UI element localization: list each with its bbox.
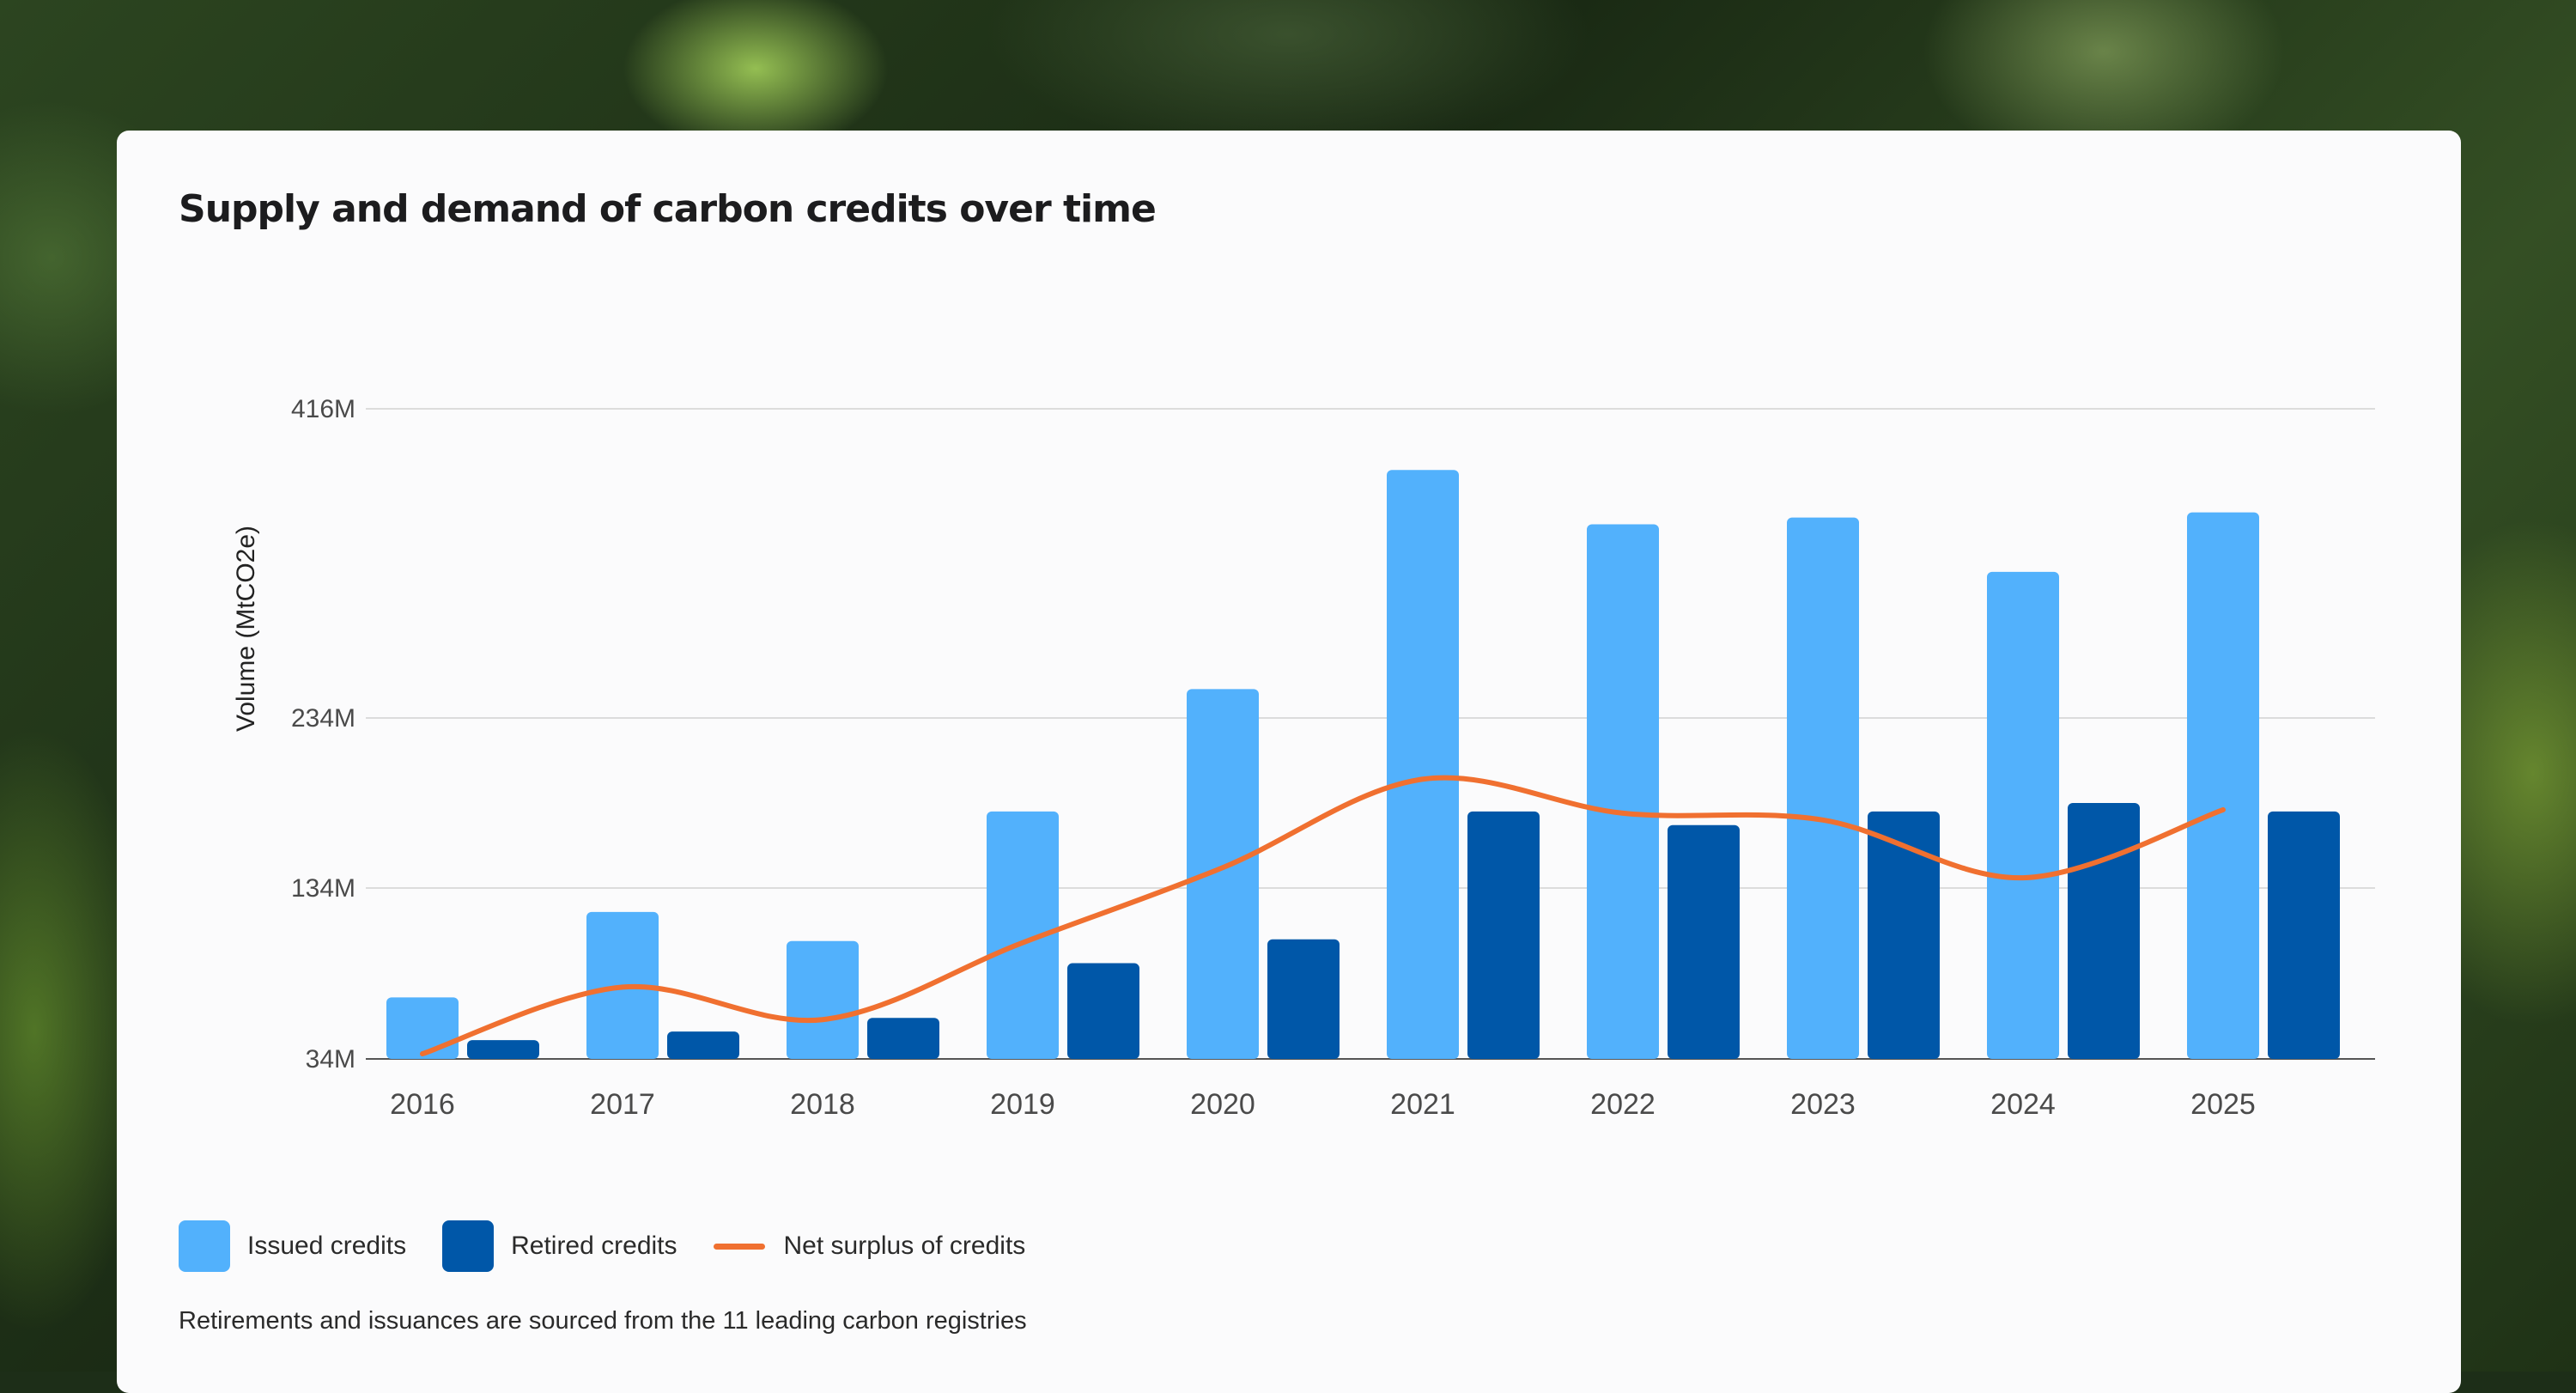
issued-bar xyxy=(1987,572,2059,1059)
retired-bar xyxy=(2068,803,2140,1059)
retired-bar xyxy=(1267,940,1340,1059)
legend-net[interactable]: Net surplus of credits xyxy=(714,1232,1026,1261)
issued-bar xyxy=(2187,513,2259,1059)
issued-bar xyxy=(1587,525,1659,1059)
retired-bar xyxy=(1467,812,1540,1059)
retired-bar xyxy=(2268,812,2340,1059)
y-tick-label: 134M xyxy=(291,874,355,903)
issued-bar xyxy=(1787,518,1859,1059)
chart-canvas: 34M 134M 234M 416M 2016 2017 2018 2019 2020 2021 2… xyxy=(117,131,2461,1213)
legend-retired[interactable]: Retired credits xyxy=(442,1220,677,1272)
x-tick-label: 2021 xyxy=(1390,1088,1455,1121)
source-footnote: Retirements and issuances are sourced fr… xyxy=(179,1307,1027,1335)
x-tick-label: 2025 xyxy=(2190,1088,2256,1121)
issued-bar xyxy=(1187,689,1259,1059)
x-tick-label: 2024 xyxy=(1990,1088,2056,1121)
x-tick-label: 2018 xyxy=(790,1088,855,1121)
retired-bar xyxy=(467,1040,539,1059)
y-tick-label: 234M xyxy=(291,704,355,733)
issued-bar xyxy=(1387,470,1459,1059)
x-tick-label: 2016 xyxy=(390,1088,455,1121)
retired-bar xyxy=(1067,964,1139,1059)
x-tick-label: 2017 xyxy=(590,1088,655,1121)
chart-card: Supply and demand of carbon credits over… xyxy=(117,131,2461,1393)
x-tick-label: 2019 xyxy=(990,1088,1055,1121)
y-tick-label: 416M xyxy=(291,395,355,423)
x-tick-label: 2022 xyxy=(1590,1088,1656,1121)
y-axis-label: Volume (MtCO2e) xyxy=(232,526,260,732)
legend: Issued credits Retired credits Net surpl… xyxy=(179,1220,1061,1273)
issued-bar xyxy=(787,941,859,1059)
y-tick-label: 34M xyxy=(306,1045,355,1074)
legend-retired-swatch xyxy=(442,1220,494,1272)
x-tick-label: 2023 xyxy=(1790,1088,1856,1121)
bars xyxy=(386,470,2340,1059)
legend-net-swatch xyxy=(714,1244,765,1250)
issued-bar xyxy=(386,997,459,1059)
legend-issued-swatch xyxy=(179,1220,230,1272)
legend-net-label: Net surplus of credits xyxy=(784,1232,1026,1261)
retired-bar xyxy=(1868,812,1940,1059)
legend-issued[interactable]: Issued credits xyxy=(179,1220,406,1272)
retired-bar xyxy=(667,1031,739,1059)
x-tick-label: 2020 xyxy=(1190,1088,1255,1121)
legend-issued-label: Issued credits xyxy=(247,1232,406,1261)
retired-bar xyxy=(1668,825,1740,1059)
retired-bar xyxy=(867,1018,939,1059)
legend-retired-label: Retired credits xyxy=(511,1232,677,1261)
